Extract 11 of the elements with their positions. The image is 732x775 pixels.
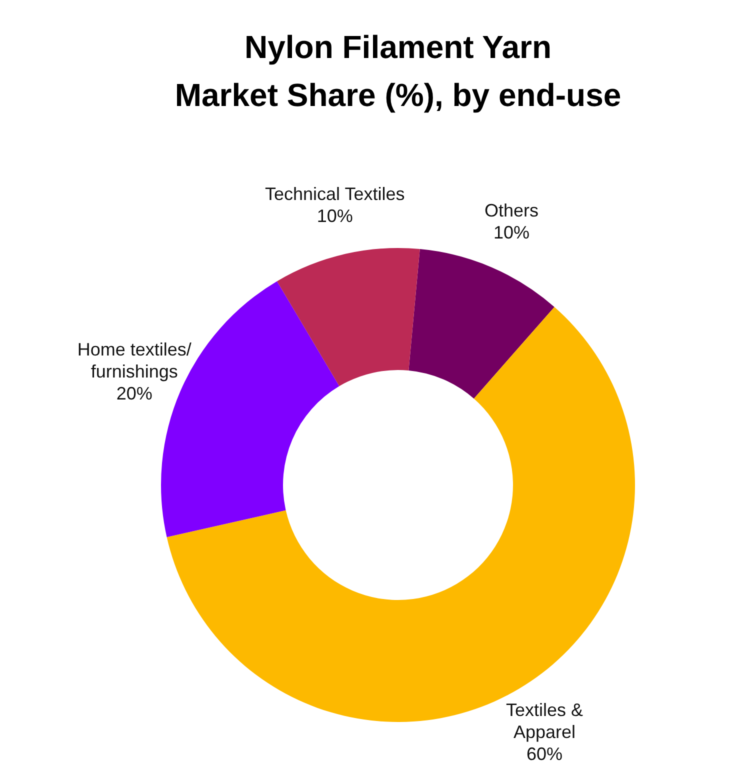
chart-title: Nylon Filament Yarn Market Share (%), by end-use [174, 29, 622, 113]
slice-label: Technical Textiles [265, 184, 405, 204]
slice-label: Textiles & Apparel [506, 700, 584, 742]
data-label: 20% [116, 383, 152, 404]
donut-slice [277, 248, 420, 386]
donut-slice [408, 249, 554, 399]
data-label: 10% [316, 206, 353, 226]
data-label: 10% [494, 222, 530, 242]
slice-label: Others [484, 200, 539, 220]
data-label: 60% [526, 744, 563, 764]
slice-label: Home textiles/ furnishings [77, 339, 192, 382]
